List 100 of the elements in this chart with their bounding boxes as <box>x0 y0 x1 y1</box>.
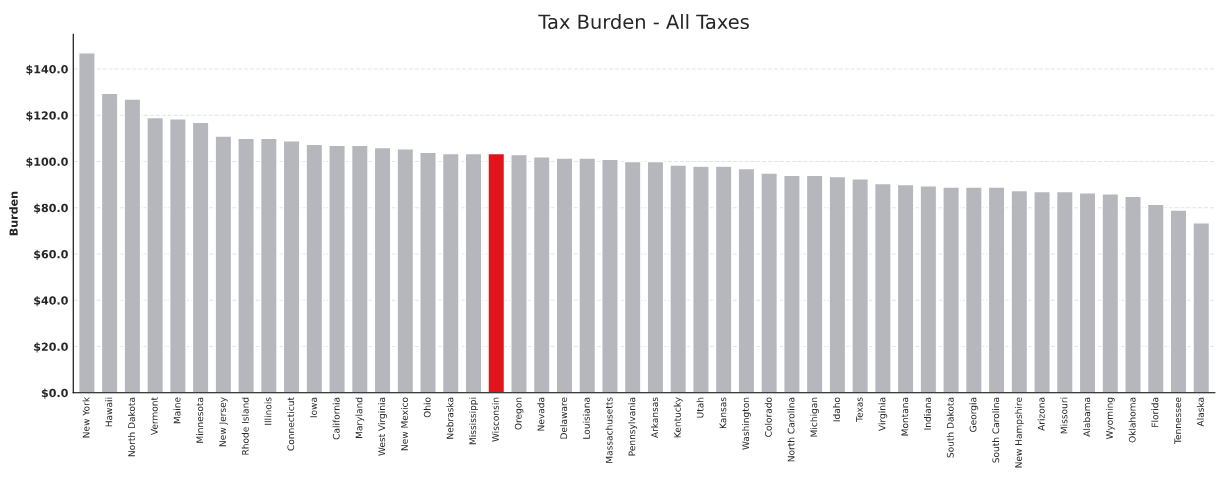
x-tick-label: New Jersey <box>219 397 228 447</box>
x-tick-label: California <box>332 397 340 440</box>
bar <box>532 156 551 393</box>
bar <box>191 121 210 393</box>
x-tick-label: Vermont <box>151 397 158 436</box>
bar <box>78 52 96 393</box>
y-tick-label: $20.0 <box>34 342 68 353</box>
x-tick-label: Montana <box>901 397 909 436</box>
x-tick-label: Mississippi <box>469 397 478 445</box>
y-tick-label: $100.0 <box>26 157 68 168</box>
y-tick-label: $120.0 <box>26 111 68 122</box>
x-tick-label: Colorado <box>764 397 772 437</box>
bar <box>964 186 983 393</box>
x-tick-label: Connecticut <box>287 397 295 451</box>
x-tick-label: Utah <box>696 397 704 418</box>
bar <box>578 157 597 393</box>
bar <box>760 172 779 393</box>
bar <box>601 158 619 393</box>
bar <box>123 98 142 393</box>
bar <box>168 118 187 393</box>
bar <box>828 175 847 393</box>
bar <box>282 140 301 393</box>
x-tick-label: Kentucky <box>673 397 683 438</box>
x-tick-label: Iowa <box>310 397 317 418</box>
bar <box>487 152 506 393</box>
bar <box>259 137 278 393</box>
bar <box>305 143 324 393</box>
x-tick-label: Oklahoma <box>1128 397 1136 443</box>
x-tick-label: North Carolina <box>787 397 795 462</box>
x-tick-label: South Dakota <box>946 397 954 458</box>
bar <box>919 185 938 393</box>
x-tick-label: Maryland <box>355 397 365 438</box>
bar <box>805 174 824 393</box>
x-tick-label: New Hampshire <box>1014 397 1024 468</box>
bar <box>237 137 255 393</box>
bar <box>851 178 870 393</box>
x-tick-label: Arizona <box>1037 397 1045 431</box>
x-tick-label: Alaska <box>1196 397 1204 427</box>
bar <box>783 174 801 393</box>
bar <box>1146 203 1165 393</box>
x-tick-label: Indiana <box>923 397 931 430</box>
x-tick-label: Idaho <box>833 397 840 422</box>
x-tick-label: Georgia <box>969 397 979 432</box>
x-tick-label: Wisconsin <box>491 397 499 442</box>
bar <box>214 135 233 393</box>
x-tick-label: Alabama <box>1083 397 1091 437</box>
x-tick-label: Virginia <box>878 397 888 431</box>
bar <box>464 152 483 393</box>
bar <box>419 151 437 393</box>
bar <box>896 183 915 393</box>
bar <box>1010 189 1029 393</box>
x-tick-label: Massachusetts <box>605 397 613 463</box>
bar <box>510 153 528 393</box>
y-tick-label: $80.0 <box>34 203 68 214</box>
bar <box>146 116 165 393</box>
bar <box>441 152 460 393</box>
x-tick-label: Illinois <box>264 397 272 425</box>
x-tick-label: New Mexico <box>400 397 408 451</box>
x-tick-label: Hawaii <box>105 397 113 427</box>
y-tick-label: $140.0 <box>26 64 68 75</box>
bar <box>714 165 733 393</box>
bar <box>623 160 642 393</box>
x-tick-label: Oregon <box>514 397 524 430</box>
bar <box>555 157 574 393</box>
y-tick-label: $0.0 <box>41 388 68 399</box>
bar <box>373 146 392 393</box>
bar <box>669 164 688 393</box>
bar <box>692 165 710 393</box>
bar <box>328 144 346 393</box>
x-tick-label: Louisiana <box>582 397 590 439</box>
bar <box>1192 222 1211 393</box>
x-tick-label: Arkansas <box>651 397 659 439</box>
bar <box>396 148 415 393</box>
bar <box>1078 192 1097 393</box>
x-tick-label: New York <box>82 396 90 438</box>
bar <box>1124 195 1142 393</box>
bar <box>873 182 892 393</box>
x-tick-label: Michigan <box>810 397 820 437</box>
x-tick-label: Washington <box>742 397 751 450</box>
x-tick-label: Missouri <box>1060 397 1068 434</box>
x-tick-label: North Dakota <box>128 397 136 457</box>
x-tick-label: Florida <box>1151 397 1159 427</box>
x-tick-label: Ohio <box>423 397 431 418</box>
x-tick-label: Rhode Island <box>241 397 249 455</box>
bar <box>942 186 960 393</box>
bar <box>1169 209 1188 393</box>
y-axis-title: Burden <box>9 191 18 236</box>
x-tick-label: Delaware <box>560 397 568 439</box>
bar <box>100 92 119 393</box>
x-tick-label: Pennsylvania <box>628 397 638 456</box>
x-tick-label: Nebraska <box>446 397 454 439</box>
y-tick-label: $40.0 <box>34 296 68 307</box>
chart-title: Tax Burden - All Taxes <box>538 14 749 30</box>
x-tick-label: Kansas <box>719 397 727 429</box>
x-tick-label: Wyoming <box>1105 397 1115 440</box>
bar <box>350 144 369 393</box>
bar <box>987 186 1006 393</box>
x-tick-label: Nevada <box>537 397 545 431</box>
bar <box>646 160 665 393</box>
x-tick-label: Maine <box>173 397 181 424</box>
